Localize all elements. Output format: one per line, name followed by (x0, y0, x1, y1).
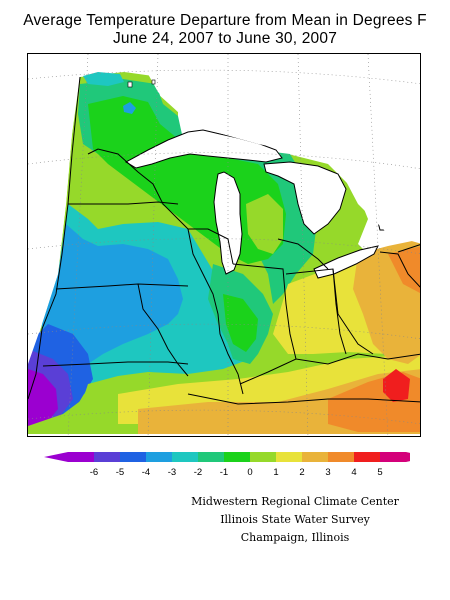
map-frame (27, 53, 421, 437)
legend-label: 1 (273, 467, 278, 478)
legend-swatch (328, 452, 354, 462)
credit-location: Champaign, Illinois (240, 531, 350, 544)
legend-swatch (380, 452, 406, 462)
credit-center: Midwestern Regional Climate Center (191, 495, 399, 508)
legend-label: -1 (220, 467, 228, 478)
region-minus3-north (123, 102, 136, 114)
temperature-map (28, 54, 420, 436)
map-date-range: June 24, 2007 to June 30, 2007 (112, 30, 338, 47)
legend-label: 2 (299, 467, 304, 478)
legend-swatches (44, 452, 410, 462)
region-zero-il (223, 294, 258, 352)
credit-survey: Illinois State Water Survey (220, 513, 370, 526)
legend-swatch (276, 452, 302, 462)
legend-label: 0 (247, 467, 252, 478)
region-minus6 (28, 369, 58, 429)
legend-label: -2 (194, 467, 202, 478)
region-plus1-mi (246, 194, 283, 254)
legend-swatch (94, 452, 120, 462)
island-marker-1 (127, 81, 133, 88)
region-minus3 (42, 224, 183, 372)
graticule (28, 54, 420, 436)
state-boundaries (28, 76, 420, 405)
legend-swatch (172, 452, 198, 462)
legend-swatch (250, 452, 276, 462)
legend-arrow-high (406, 452, 410, 462)
legend-swatch (146, 452, 172, 462)
legend-arrow-low (44, 452, 68, 462)
legend-label: -3 (168, 467, 176, 478)
island-marker-2 (151, 79, 156, 85)
lake-huron (263, 161, 347, 235)
region-plus4-ne (388, 246, 420, 293)
legend-labels: -6 -5 -4 -3 -2 -1 0 1 2 3 4 5 (90, 467, 383, 478)
legend-label: -6 (90, 467, 98, 478)
lake-erie (313, 245, 379, 279)
legend-label: -5 (116, 467, 124, 478)
region-minus2-north (83, 72, 124, 86)
legend-label: 4 (351, 467, 356, 478)
legend-swatch (68, 452, 94, 462)
region-plus5-se (383, 369, 410, 402)
legend-swatch (224, 452, 250, 462)
no-data-mask (28, 54, 420, 364)
legend-label: 3 (325, 467, 330, 478)
legend-swatch (198, 452, 224, 462)
legend-label: 5 (377, 467, 382, 478)
legend-label: -4 (142, 467, 150, 478)
legend-swatch (302, 452, 328, 462)
color-legend: -6 -5 -4 -3 -2 -1 0 1 2 3 4 5 (44, 452, 410, 478)
legend-swatch (354, 452, 380, 462)
legend-swatch (120, 452, 146, 462)
map-title: Average Temperature Departure from Mean … (23, 12, 427, 29)
